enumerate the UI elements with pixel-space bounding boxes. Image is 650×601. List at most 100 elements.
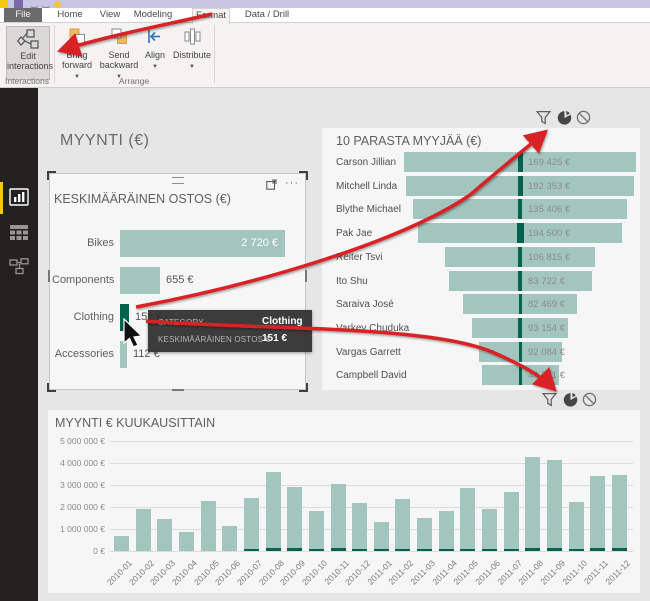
month-bar[interactable] xyxy=(287,487,302,551)
visual-tooltip: CATEGORY Clothing KESKIMÄÄRÄINEN OSTOS €… xyxy=(148,310,312,352)
distribute-button[interactable]: Distribute ▼ xyxy=(172,26,212,80)
resize-handle[interactable] xyxy=(48,270,50,282)
category-label: Bikes xyxy=(87,237,114,249)
funnel-value-label: 92 084 € xyxy=(528,347,565,358)
month-bar[interactable] xyxy=(201,501,216,551)
filter-icon[interactable] xyxy=(542,392,557,407)
focus-mode-icon[interactable] xyxy=(266,179,277,190)
tab-view[interactable]: View xyxy=(99,9,121,20)
tooltip-label: CATEGORY xyxy=(158,318,204,327)
month-bar[interactable] xyxy=(525,457,540,551)
bar-clothing[interactable] xyxy=(120,304,129,331)
month-bar-highlight xyxy=(590,548,605,551)
chevron-down-icon: ▼ xyxy=(152,64,158,70)
month-bar-highlight xyxy=(569,549,584,551)
tab-home[interactable]: Home xyxy=(57,9,83,20)
smiley-icon[interactable] xyxy=(54,1,61,8)
month-bar[interactable] xyxy=(439,511,454,551)
funnel-highlight-segment xyxy=(517,152,523,172)
resize-handle[interactable] xyxy=(299,171,308,180)
seller-label: Blythe Michael xyxy=(336,204,402,215)
month-bar[interactable] xyxy=(266,472,281,551)
month-bar[interactable] xyxy=(504,492,519,551)
funnel-highlight-segment xyxy=(518,247,522,267)
funnel-highlight-segment xyxy=(518,342,522,362)
month-bar[interactable] xyxy=(309,511,324,551)
resize-handle[interactable] xyxy=(47,383,56,392)
tab-data-drill[interactable]: Data / Drill xyxy=(244,9,290,20)
save-icon[interactable] xyxy=(14,0,23,8)
category-label: Clothing xyxy=(73,311,114,323)
tab-modeling[interactable]: Modeling xyxy=(133,9,173,20)
month-bar[interactable] xyxy=(352,503,367,551)
month-bar[interactable] xyxy=(395,499,410,551)
funnel-highlight-segment xyxy=(517,176,523,196)
highlight-icon[interactable] xyxy=(563,392,578,407)
tab-file[interactable]: File xyxy=(4,8,42,22)
sidebar-item-report-view[interactable] xyxy=(9,188,29,208)
report-canvas: MYYNTI (€) KESKIMÄÄRÄINEN OSTOS (€) Bike… xyxy=(38,88,650,601)
month-bar[interactable] xyxy=(417,518,432,551)
bar-accessories[interactable] xyxy=(120,341,127,368)
sidebar-item-data-view[interactable] xyxy=(9,224,29,244)
highlight-icon[interactable] xyxy=(557,110,572,125)
month-bar[interactable] xyxy=(612,475,627,551)
send-backward-label1: Send xyxy=(108,50,130,60)
visual-title: MYYNTI € KUUKAUSITTAIN xyxy=(55,416,216,430)
visual-monthly-sales[interactable]: MYYNTI € KUUKAUSITTAIN 5 000 000 € 4 000 … xyxy=(48,410,640,593)
gridline xyxy=(110,529,633,530)
visual-top-sellers[interactable]: 10 PARASTA MYYJÄÄ (€) Carson Jillian 169 … xyxy=(322,128,640,390)
funnel-highlight-segment xyxy=(518,271,522,291)
month-bar[interactable] xyxy=(331,484,346,551)
bar-components[interactable] xyxy=(120,267,160,294)
month-bar[interactable] xyxy=(547,460,562,551)
resize-handle[interactable] xyxy=(299,383,308,392)
funnel-value-label: 169 425 € xyxy=(528,157,571,168)
send-backward-button[interactable]: Send backward ▼ xyxy=(99,26,139,80)
month-bar[interactable] xyxy=(482,509,497,551)
tab-format[interactable]: Format xyxy=(192,8,230,24)
monthly-sales-plot: 5 000 000 € 4 000 000 € 3 000 000 € 2 000 0… xyxy=(48,410,640,593)
funnel-value-label: 44 581 € xyxy=(528,370,565,381)
active-view-indicator xyxy=(0,182,3,214)
funnel-highlight-segment xyxy=(518,365,522,385)
month-bar[interactable] xyxy=(114,536,129,551)
gridline xyxy=(110,507,633,508)
chevron-down-icon: ▼ xyxy=(189,64,195,70)
month-bar[interactable] xyxy=(590,476,605,551)
bring-forward-button[interactable]: Bring forward ▼ xyxy=(58,26,96,80)
resize-handle[interactable] xyxy=(305,270,307,282)
month-bar[interactable] xyxy=(136,509,151,551)
funnel-highlight-segment xyxy=(516,223,524,243)
distribute-icon xyxy=(172,28,212,50)
none-icon[interactable] xyxy=(582,392,597,407)
resize-handle[interactable] xyxy=(172,389,184,391)
month-bar[interactable] xyxy=(179,532,194,551)
edit-interactions-button[interactable]: Edit interactions xyxy=(6,26,54,80)
none-icon[interactable] xyxy=(576,110,591,125)
seller-label: Ito Shu xyxy=(336,276,368,287)
month-bar[interactable] xyxy=(222,526,237,551)
edit-interactions-label2: interactions xyxy=(7,61,54,71)
month-bar[interactable] xyxy=(244,498,259,551)
month-bar[interactable] xyxy=(460,488,475,551)
sidebar-item-model-view[interactable] xyxy=(9,258,29,278)
month-bar-highlight xyxy=(547,548,562,551)
filter-icon[interactable] xyxy=(536,110,551,125)
month-bar-highlight xyxy=(309,549,324,551)
month-bar[interactable] xyxy=(569,502,584,551)
funnel-value-label: 93 154 € xyxy=(528,323,565,334)
bring-forward-icon xyxy=(58,28,96,50)
drag-handle[interactable] xyxy=(172,177,184,184)
align-button[interactable]: Align ▼ xyxy=(141,26,169,80)
send-backward-icon xyxy=(99,28,139,50)
month-bar[interactable] xyxy=(157,519,172,551)
edit-interactions-label1: Edit xyxy=(20,51,36,61)
visual-avg-purchase[interactable]: KESKIMÄÄRÄINEN OSTOS (€) Bikes 2 720 € Com… xyxy=(47,171,308,392)
category-label: Components xyxy=(52,274,115,286)
bring-forward-label1: Bring xyxy=(66,50,88,60)
month-bar[interactable] xyxy=(374,522,389,551)
resize-handle[interactable] xyxy=(47,171,56,180)
distribute-label: Distribute xyxy=(172,50,211,60)
more-options-button[interactable]: ··· xyxy=(285,177,299,189)
